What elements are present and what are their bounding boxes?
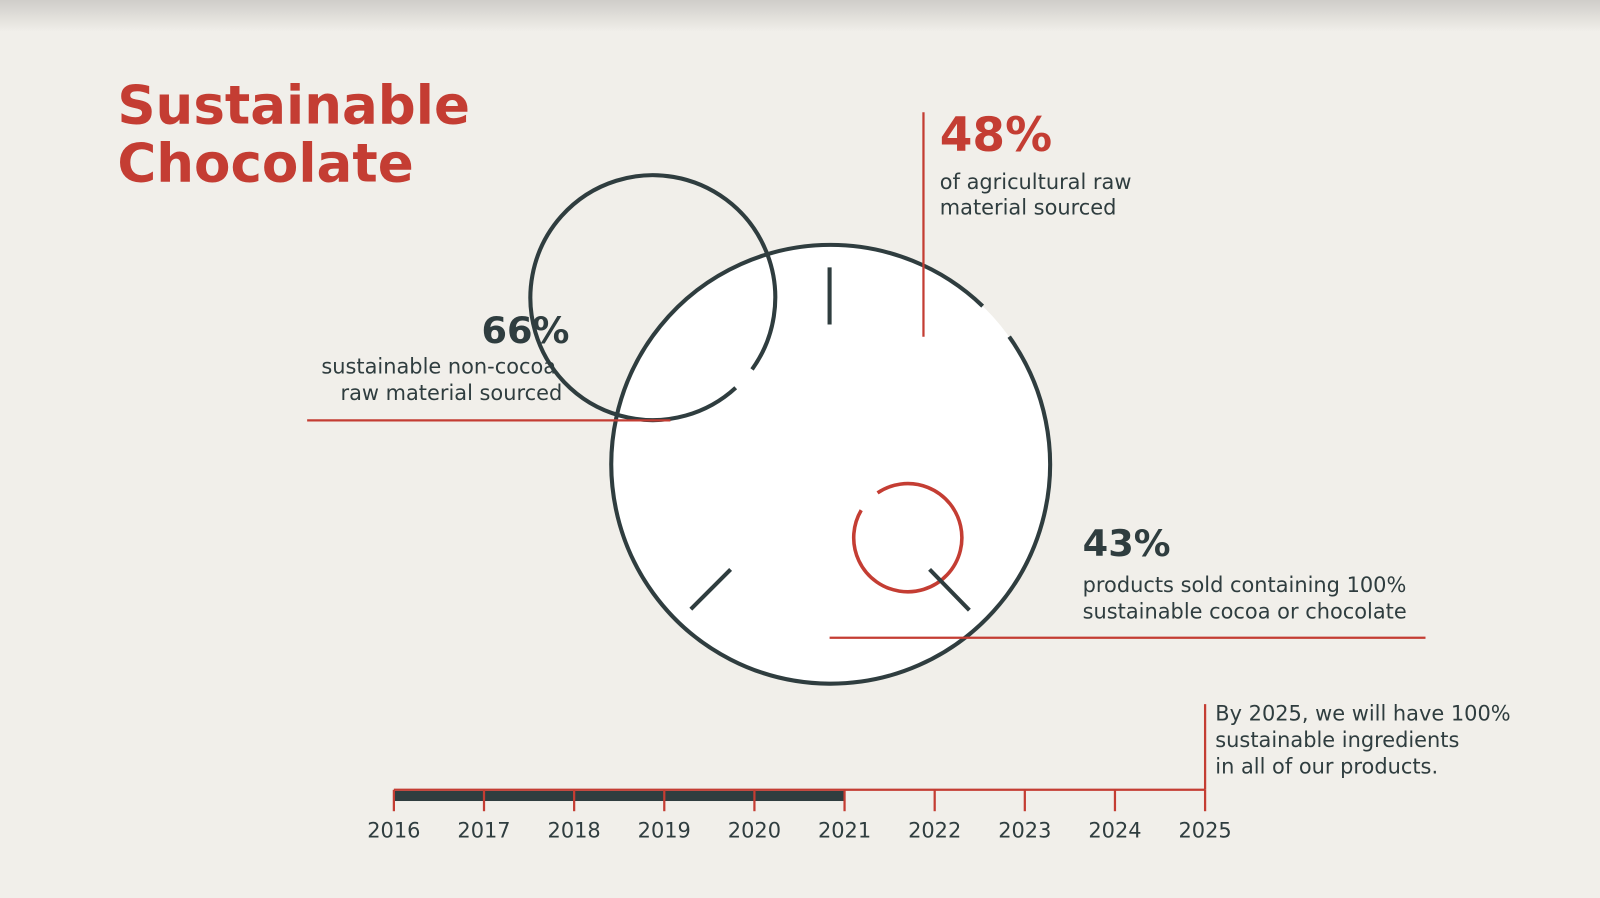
stat-text: sustainable cocoa or chocolate: [1083, 599, 1407, 623]
stat-text: of agricultural raw: [940, 170, 1132, 194]
rings: [528, 173, 1053, 686]
stat-text: raw material sourced: [340, 381, 562, 405]
title-line: Sustainable: [117, 74, 470, 136]
stat-text: sustainable non-cocoa: [321, 354, 556, 378]
spoke: [689, 567, 733, 611]
year-label: 2020: [728, 819, 781, 843]
year-label: 2019: [638, 819, 691, 843]
leaders: [307, 112, 1426, 639]
year-label: 2018: [548, 819, 601, 843]
middle-ring: [528, 173, 778, 423]
year-label: 2016: [367, 819, 420, 843]
stat-value: 66%: [481, 309, 569, 352]
stat-value: 48%: [940, 108, 1052, 163]
note-text: in all of our products.: [1215, 754, 1438, 778]
title-line: Chocolate: [117, 133, 413, 195]
note-text: sustainable ingredients: [1215, 728, 1459, 752]
note-text: By 2025, we will have 100%: [1215, 701, 1510, 725]
stat-text: products sold containing 100%: [1083, 573, 1407, 597]
year-label: 2022: [908, 819, 961, 843]
timeline: 2016 2017 2018 2019 2020 2021 2022 2023 2024 2025: [367, 788, 1232, 843]
progress-bar: [393, 790, 845, 802]
outer-ring: [609, 242, 1053, 686]
year-label: 2025: [1178, 819, 1231, 843]
spoke: [928, 567, 971, 612]
year-label: 2023: [998, 819, 1051, 843]
inner-ring: [851, 481, 964, 594]
year-label: 2024: [1088, 819, 1141, 843]
stat-text: material sourced: [940, 195, 1117, 219]
year-label: 2017: [457, 819, 510, 843]
disc: [611, 244, 1050, 684]
top-shadow: [0, 0, 1600, 32]
year-label: 2021: [818, 819, 871, 843]
stat-value: 43%: [1083, 522, 1171, 565]
